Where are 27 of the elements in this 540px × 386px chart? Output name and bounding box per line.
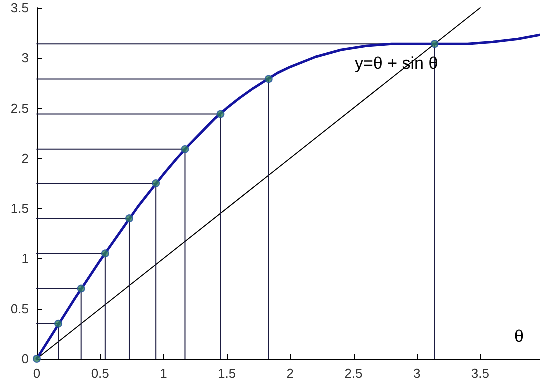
y-tick-label: 2.5	[10, 100, 29, 116]
point	[126, 214, 134, 223]
y-tick-label: 0.5	[10, 301, 29, 316]
x-tick-label: 3	[413, 366, 421, 381]
x-tick-label: 2.5	[344, 366, 363, 381]
y-tick-label: 3	[22, 50, 29, 66]
y-tick-label: 1.5	[10, 201, 29, 216]
x-tick-label: 1.5	[218, 366, 236, 381]
point	[54, 320, 63, 328]
y-tick-label: 3.5	[10, 0, 29, 16]
point	[430, 40, 439, 48]
y-tick-label: 1	[22, 251, 29, 266]
x-tick-label: 3.5	[471, 366, 490, 381]
x-tick-label: 2	[286, 366, 294, 381]
x-axis-title: θ	[514, 327, 524, 346]
y-tick-label: 0	[22, 352, 29, 366]
point	[216, 110, 225, 118]
point	[101, 250, 110, 258]
point	[152, 180, 160, 188]
y-tick-label: 2	[22, 150, 29, 166]
point	[33, 355, 41, 363]
x-tick-label: 1	[160, 366, 168, 381]
x-tick-label: 0	[33, 366, 41, 381]
point	[181, 145, 190, 154]
x-tick-label: 0.5	[91, 366, 110, 381]
point	[77, 284, 86, 293]
point	[264, 75, 273, 84]
